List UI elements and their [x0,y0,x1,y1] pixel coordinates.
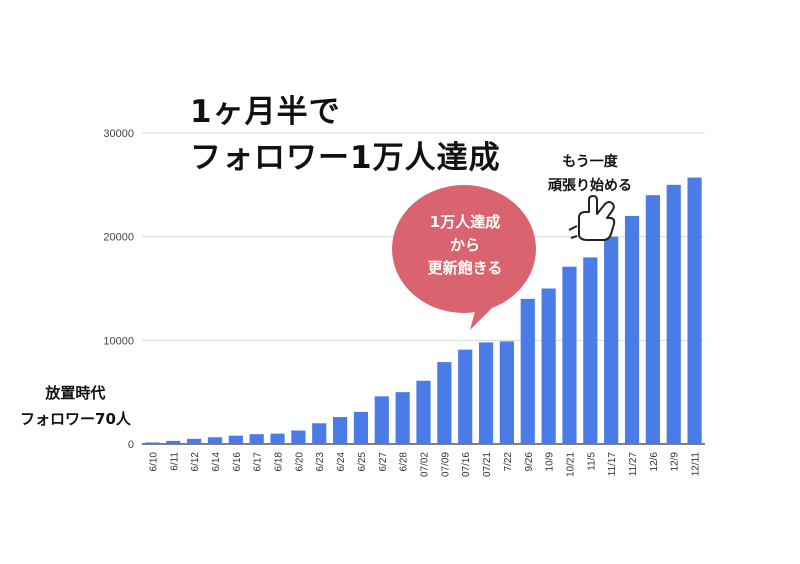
pointing-hand-icon [568,195,616,241]
bar [353,411,369,444]
x-tick-label: 11/17 [607,452,618,477]
x-tick-label: 07/09 [440,452,451,477]
bar [437,362,452,444]
bubble-line2: から [449,236,480,254]
bar [270,433,285,444]
bubble-text: 1万人達成 から 更新飽きる [400,211,530,280]
x-tick-label: 6/10 [148,452,159,472]
bar [187,438,202,444]
annotation-right-line2: 頑張り始める [548,178,632,194]
x-tick-label: 6/28 [399,452,410,472]
bar [228,435,243,444]
bar [333,417,348,444]
bar [645,195,660,444]
bar [478,342,494,444]
y-tick-label: 20000 [103,232,134,244]
speech-bubble [392,185,536,330]
y-tick-label: 0 [128,439,134,451]
bar [145,442,160,444]
y-tick-label: 10000 [103,335,134,347]
x-tick-label: 07/16 [461,452,472,477]
bubble-line1: 1万人達成 [429,213,501,231]
bar [166,440,181,444]
bar [624,215,640,444]
bar [583,257,598,444]
bar [562,266,577,444]
annotation-right-line1: もう一度 [562,154,618,170]
bar [312,423,327,444]
bars [145,177,702,445]
bar [416,380,431,444]
annotation-left-line2: フォロワー70人 [20,410,131,428]
x-tick-label: 7/22 [503,452,514,472]
x-tick-label: 12/11 [691,452,702,477]
y-tick-labels: 0 10000 20000 30000 [103,128,134,451]
bar [291,430,306,444]
x-tick-label: 12/6 [649,452,660,472]
x-tick-label: 6/17 [253,452,264,472]
x-tick-label: 11/5 [586,452,597,471]
headline-line1: 1ヶ月半で [190,94,341,130]
bar [207,437,223,444]
x-tick-label: 6/11 [169,452,180,471]
x-tick-label: 6/24 [336,452,347,472]
bar [604,236,619,444]
bar [666,184,681,445]
annotation-left-line1: 放置時代 [45,384,106,402]
bar [374,396,389,444]
bubble-line3: 更新飽きる [427,259,503,277]
annotation-left: 放置時代 フォロワー70人 [20,380,131,432]
bar [499,341,514,444]
x-tick-label: 6/16 [232,452,243,472]
x-tick-label: 6/25 [357,452,368,472]
x-tick-label: 6/23 [315,452,326,472]
x-tick-label: 6/20 [294,452,305,472]
bar [395,392,410,444]
x-tick-label: 6/27 [378,452,389,472]
y-tick-label: 30000 [103,128,134,140]
x-tick-label: 6/12 [190,452,201,472]
x-tick-label: 11/27 [628,452,639,477]
headline-line2: フォロワー1万人達成 [190,140,501,176]
x-tick-label: 6/14 [211,452,222,472]
x-tick-labels: 6/10 6/11 6/12 6/14 6/16 6/17 6/18 6/20 6/23 6/24… [148,452,701,477]
bar [249,434,264,444]
x-tick-label: 10/21 [565,452,576,477]
annotation-right: もう一度 頑張り始める [548,150,632,198]
x-tick-label: 6/18 [274,452,285,472]
x-tick-label: 07/21 [482,452,493,477]
bar [541,288,556,444]
bar [458,349,473,444]
bar [687,177,702,444]
x-tick-label: 9/26 [524,452,535,472]
x-tick-label: 12/9 [670,452,681,472]
bar [520,298,535,444]
x-tick-label: 07/02 [420,452,431,477]
x-tick-label: 10/9 [545,452,556,472]
